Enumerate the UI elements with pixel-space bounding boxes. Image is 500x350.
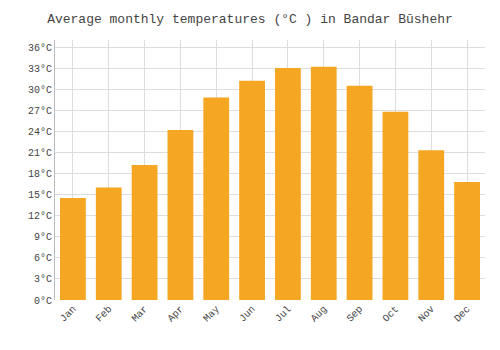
svg-text:30°C: 30°C bbox=[28, 85, 52, 96]
svg-text:Oct: Oct bbox=[381, 304, 402, 325]
svg-text:May: May bbox=[201, 304, 222, 325]
svg-text:3°C: 3°C bbox=[34, 274, 52, 285]
svg-text:Mar: Mar bbox=[130, 304, 151, 325]
svg-text:Feb: Feb bbox=[94, 304, 115, 325]
svg-text:24°C: 24°C bbox=[28, 127, 52, 138]
svg-text:Jul: Jul bbox=[273, 304, 294, 325]
svg-text:6°C: 6°C bbox=[34, 253, 52, 264]
svg-text:36°C: 36°C bbox=[28, 43, 52, 54]
svg-text:15°C: 15°C bbox=[28, 190, 52, 201]
svg-text:27°C: 27°C bbox=[28, 106, 52, 117]
svg-text:9°C: 9°C bbox=[34, 232, 52, 243]
svg-text:33°C: 33°C bbox=[28, 64, 52, 75]
svg-text:21°C: 21°C bbox=[28, 148, 52, 159]
svg-text:0°C: 0°C bbox=[34, 296, 52, 307]
svg-text:12°C: 12°C bbox=[28, 211, 52, 222]
svg-text:Sep: Sep bbox=[345, 304, 366, 325]
svg-text:Dec: Dec bbox=[452, 304, 473, 325]
svg-text:18°C: 18°C bbox=[28, 169, 52, 180]
svg-text:Aug: Aug bbox=[309, 304, 330, 325]
svg-text:Jan: Jan bbox=[58, 304, 79, 325]
svg-text:Nov: Nov bbox=[416, 304, 437, 325]
svg-text:Jun: Jun bbox=[237, 304, 258, 325]
svg-text:Apr: Apr bbox=[166, 304, 187, 325]
svg-text:Average monthly temperatures (: Average monthly temperatures (°C ) in Ba… bbox=[47, 12, 453, 27]
